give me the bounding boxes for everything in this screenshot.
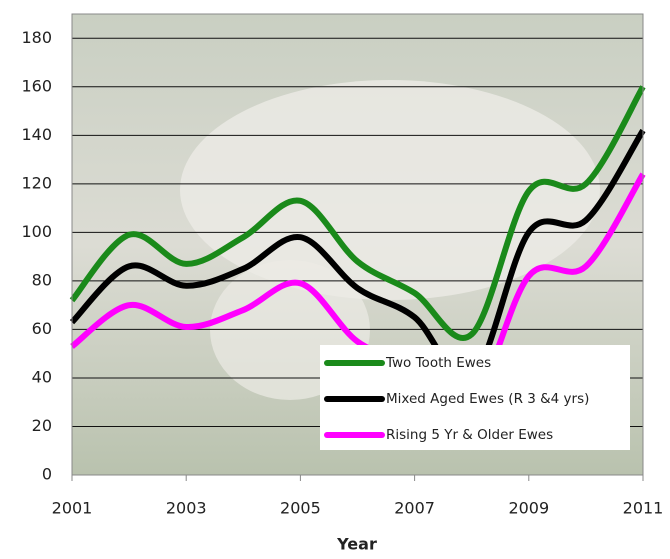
x-tick-label: 2005 [280,499,321,518]
x-tick-label: 2007 [394,499,435,518]
y-tick-label: 0 [42,465,52,484]
x-tick-label: 2003 [166,499,207,518]
x-tick-label: 2009 [508,499,549,518]
y-tick-label: 180 [21,28,52,47]
y-tick-label: 140 [21,125,52,144]
legend-label: Rising 5 Yr & Older Ewes [386,427,553,443]
y-tick-label: 20 [32,416,52,435]
chart: Two Tooth Ewes Mixed Aged Ewes (R 3 &4 yr… [0,0,670,555]
y-tick-label: 160 [21,76,52,95]
y-tick-label: 40 [32,367,52,386]
y-tick-label: 100 [21,222,52,241]
y-tick-label: 120 [21,173,52,192]
x-tick-label: 2011 [623,499,664,518]
y-tick-label: 60 [32,319,52,338]
x-tick-label: 2001 [52,499,93,518]
legend-label: Mixed Aged Ewes (R 3 &4 yrs) [386,391,589,407]
legend-label: Two Tooth Ewes [385,355,491,371]
y-tick-label: 80 [32,270,52,289]
x-axis-title: Year [336,535,377,554]
